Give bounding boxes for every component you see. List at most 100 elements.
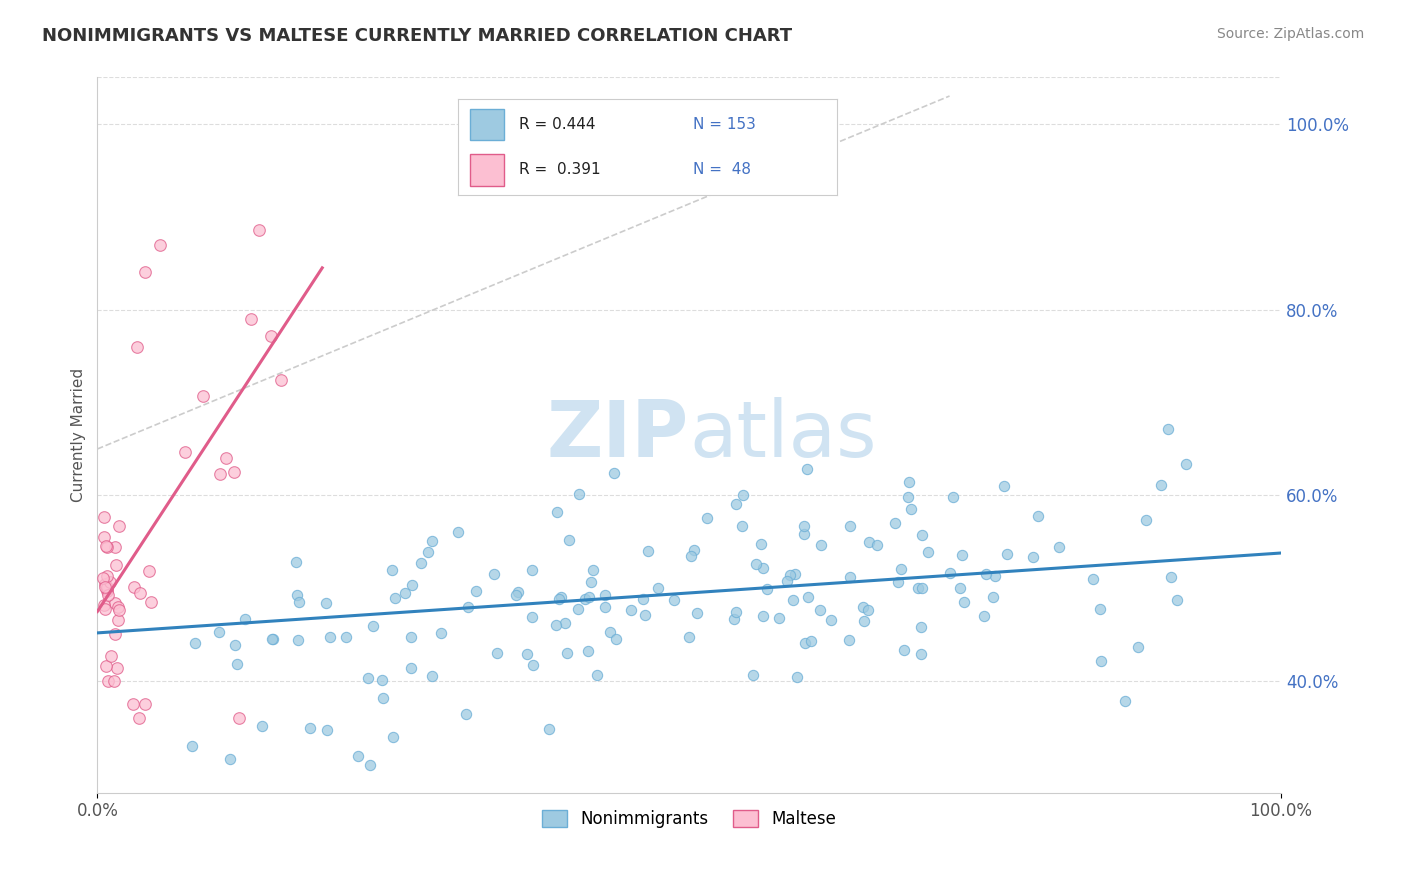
Point <box>953 595 976 609</box>
Point <box>681 549 703 563</box>
Point <box>793 526 815 541</box>
Y-axis label: Currently Married: Currently Married <box>72 368 86 502</box>
Point <box>108 603 131 617</box>
Point <box>858 603 880 617</box>
Point <box>900 502 922 516</box>
Point <box>981 590 1004 604</box>
Point <box>683 543 706 558</box>
Point <box>94 577 117 591</box>
Point <box>522 610 544 624</box>
Point <box>506 584 529 599</box>
Point <box>973 609 995 624</box>
Point <box>139 595 162 609</box>
Text: Source: ZipAtlas.com: Source: ZipAtlas.com <box>1216 27 1364 41</box>
Point <box>149 237 172 252</box>
Point <box>1150 477 1173 491</box>
Point <box>974 567 997 582</box>
Point <box>94 602 117 616</box>
Point <box>174 445 197 459</box>
Point <box>664 593 686 607</box>
Point <box>578 590 600 604</box>
Point <box>810 538 832 552</box>
Point <box>96 582 118 596</box>
Point <box>886 574 908 589</box>
Point <box>247 223 270 237</box>
Point <box>890 562 912 576</box>
Point <box>399 630 422 644</box>
Point <box>228 711 250 725</box>
Point <box>907 581 929 595</box>
Point <box>299 721 322 735</box>
Point <box>603 466 626 480</box>
Point <box>557 646 579 660</box>
Point <box>537 722 560 736</box>
Point <box>215 451 238 466</box>
Point <box>285 588 308 602</box>
Point <box>794 635 817 649</box>
Point <box>779 567 801 582</box>
Point <box>357 671 380 685</box>
Point <box>897 490 920 504</box>
Point <box>181 739 204 754</box>
Point <box>1128 640 1150 655</box>
Point <box>731 518 754 533</box>
Point <box>1166 592 1188 607</box>
Point <box>544 617 567 632</box>
Point <box>911 582 934 596</box>
Point <box>785 566 807 581</box>
Point <box>917 545 939 559</box>
Point <box>910 647 932 661</box>
Point <box>1160 570 1182 584</box>
Point <box>742 668 765 682</box>
Point <box>678 630 700 644</box>
Point <box>96 580 118 594</box>
Point <box>482 566 505 581</box>
Point <box>219 752 242 766</box>
Point <box>96 569 118 583</box>
Point <box>107 599 129 614</box>
Point <box>605 632 627 646</box>
Point <box>749 536 772 550</box>
Point <box>270 373 292 387</box>
Point <box>371 673 394 687</box>
Point <box>1090 602 1112 616</box>
Point <box>104 596 127 610</box>
Point <box>808 603 831 617</box>
Point <box>93 530 115 544</box>
Point <box>838 632 860 647</box>
Point <box>93 509 115 524</box>
Point <box>430 626 453 640</box>
Point <box>995 547 1018 561</box>
Point <box>134 265 156 279</box>
Point <box>1135 513 1157 527</box>
Point <box>104 540 127 554</box>
Point <box>128 711 150 725</box>
Point <box>884 516 907 530</box>
Point <box>647 582 669 596</box>
Point <box>103 673 125 688</box>
Point <box>852 600 875 615</box>
Point <box>418 545 440 559</box>
Point <box>359 757 381 772</box>
Point <box>853 614 876 628</box>
Point <box>911 528 934 542</box>
Point <box>516 648 538 662</box>
Point <box>122 580 145 594</box>
Point <box>838 569 860 583</box>
Point <box>505 588 527 602</box>
Point <box>97 674 120 689</box>
Point <box>447 524 470 539</box>
Point <box>1157 422 1180 436</box>
Point <box>93 598 115 612</box>
Point <box>93 571 115 585</box>
Point <box>394 586 416 600</box>
Point <box>548 591 571 606</box>
Point <box>104 627 127 641</box>
Point <box>96 583 118 598</box>
Text: NONIMMIGRANTS VS MALTESE CURRENTLY MARRIED CORRELATION CHART: NONIMMIGRANTS VS MALTESE CURRENTLY MARRI… <box>42 27 793 45</box>
Point <box>260 329 283 343</box>
Point <box>288 595 311 609</box>
Point <box>579 575 602 590</box>
Point <box>581 563 603 577</box>
Point <box>420 534 443 549</box>
